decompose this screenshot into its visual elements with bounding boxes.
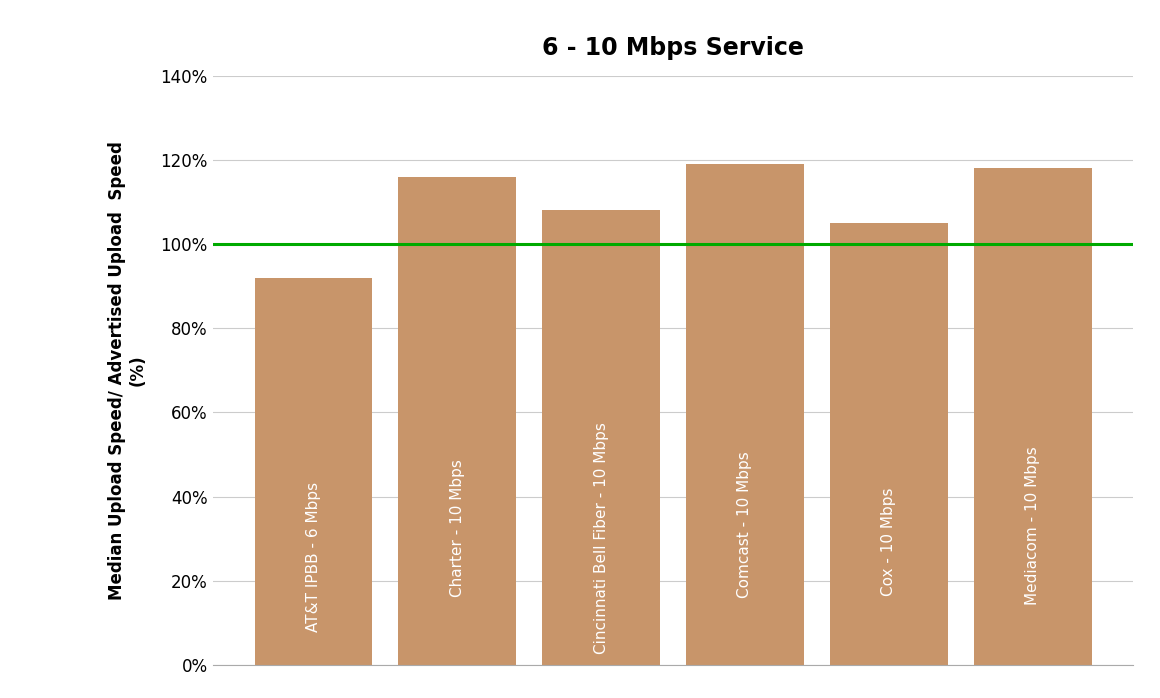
Text: Comcast - 10 Mbps: Comcast - 10 Mbps bbox=[738, 452, 753, 598]
Title: 6 - 10 Mbps Service: 6 - 10 Mbps Service bbox=[542, 36, 804, 60]
Text: Cincinnati Bell Fiber - 10 Mbps: Cincinnati Bell Fiber - 10 Mbps bbox=[594, 422, 609, 654]
Text: Cox - 10 Mbps: Cox - 10 Mbps bbox=[882, 487, 897, 595]
Bar bbox=[829, 223, 948, 665]
Text: AT&T IPBB - 6 Mbps: AT&T IPBB - 6 Mbps bbox=[306, 482, 321, 632]
Y-axis label: Median Upload Speed/ Advertised Upload  Speed
(%): Median Upload Speed/ Advertised Upload S… bbox=[108, 141, 146, 600]
Bar bbox=[254, 278, 372, 665]
Bar bbox=[398, 177, 516, 665]
Bar bbox=[686, 164, 804, 665]
Text: Mediacom - 10 Mbps: Mediacom - 10 Mbps bbox=[1025, 447, 1041, 605]
Text: Charter - 10 Mbps: Charter - 10 Mbps bbox=[450, 459, 465, 597]
Bar bbox=[542, 211, 660, 665]
Bar bbox=[973, 168, 1092, 665]
